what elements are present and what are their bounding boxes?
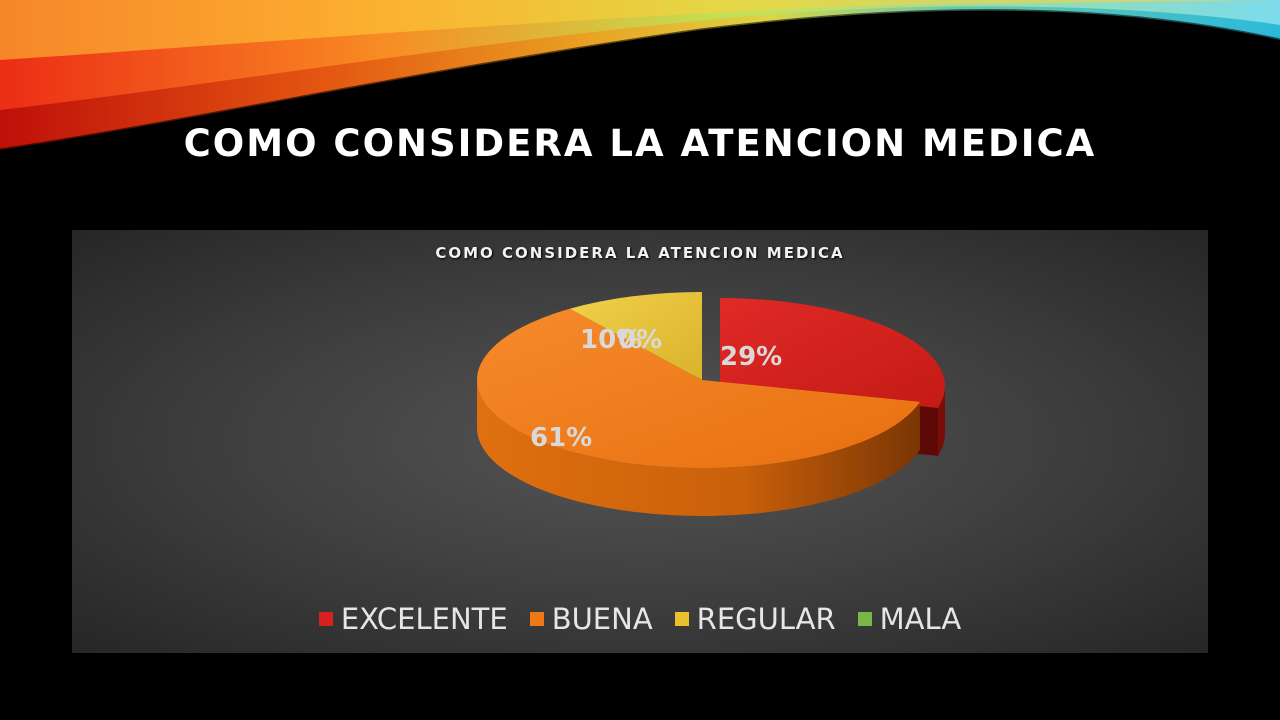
legend-item-mala: MALA xyxy=(857,602,962,636)
pie-chart: 29% 61% 10%0% xyxy=(476,292,945,516)
legend-label-excelente: EXCELENTE xyxy=(340,602,508,636)
pie-slice-excelente xyxy=(720,298,945,408)
legend-label-regular: REGULAR xyxy=(696,602,836,636)
legend-swatch-excelente xyxy=(318,612,333,626)
legend-swatch-buena xyxy=(529,612,544,626)
legend-item-regular: REGULAR xyxy=(674,602,836,636)
decorative-swoosh xyxy=(0,0,1280,152)
pie-side-buena xyxy=(477,380,920,516)
data-label-regular: 10% xyxy=(580,325,642,355)
data-label-mala: 0% xyxy=(618,325,662,355)
chart-legend: EXCELENTE BUENA REGULAR MALA xyxy=(72,602,1208,636)
legend-swatch-regular xyxy=(674,612,689,626)
data-label-buena: 61% xyxy=(530,423,592,453)
legend-item-buena: BUENA xyxy=(529,602,653,636)
data-label-excelente: 29% xyxy=(720,342,782,372)
chart-title: COMO CONSIDERA LA ATENCION MEDICA xyxy=(435,244,845,262)
pie-side-excelente xyxy=(937,386,945,456)
legend-label-mala: MALA xyxy=(879,602,962,636)
legend-item-excelente: EXCELENTE xyxy=(318,602,508,636)
pie-slice-buena xyxy=(476,308,920,468)
slide-title: COMO CONSIDERA LA ATENCION MEDICA xyxy=(183,122,1097,165)
pie-slice-regular xyxy=(569,292,702,380)
legend-label-buena: BUENA xyxy=(551,602,653,636)
legend-swatch-mala xyxy=(857,612,872,626)
chart-panel: COMO CONSIDERA LA ATENCION MEDICA 29% 61%… xyxy=(72,230,1208,653)
